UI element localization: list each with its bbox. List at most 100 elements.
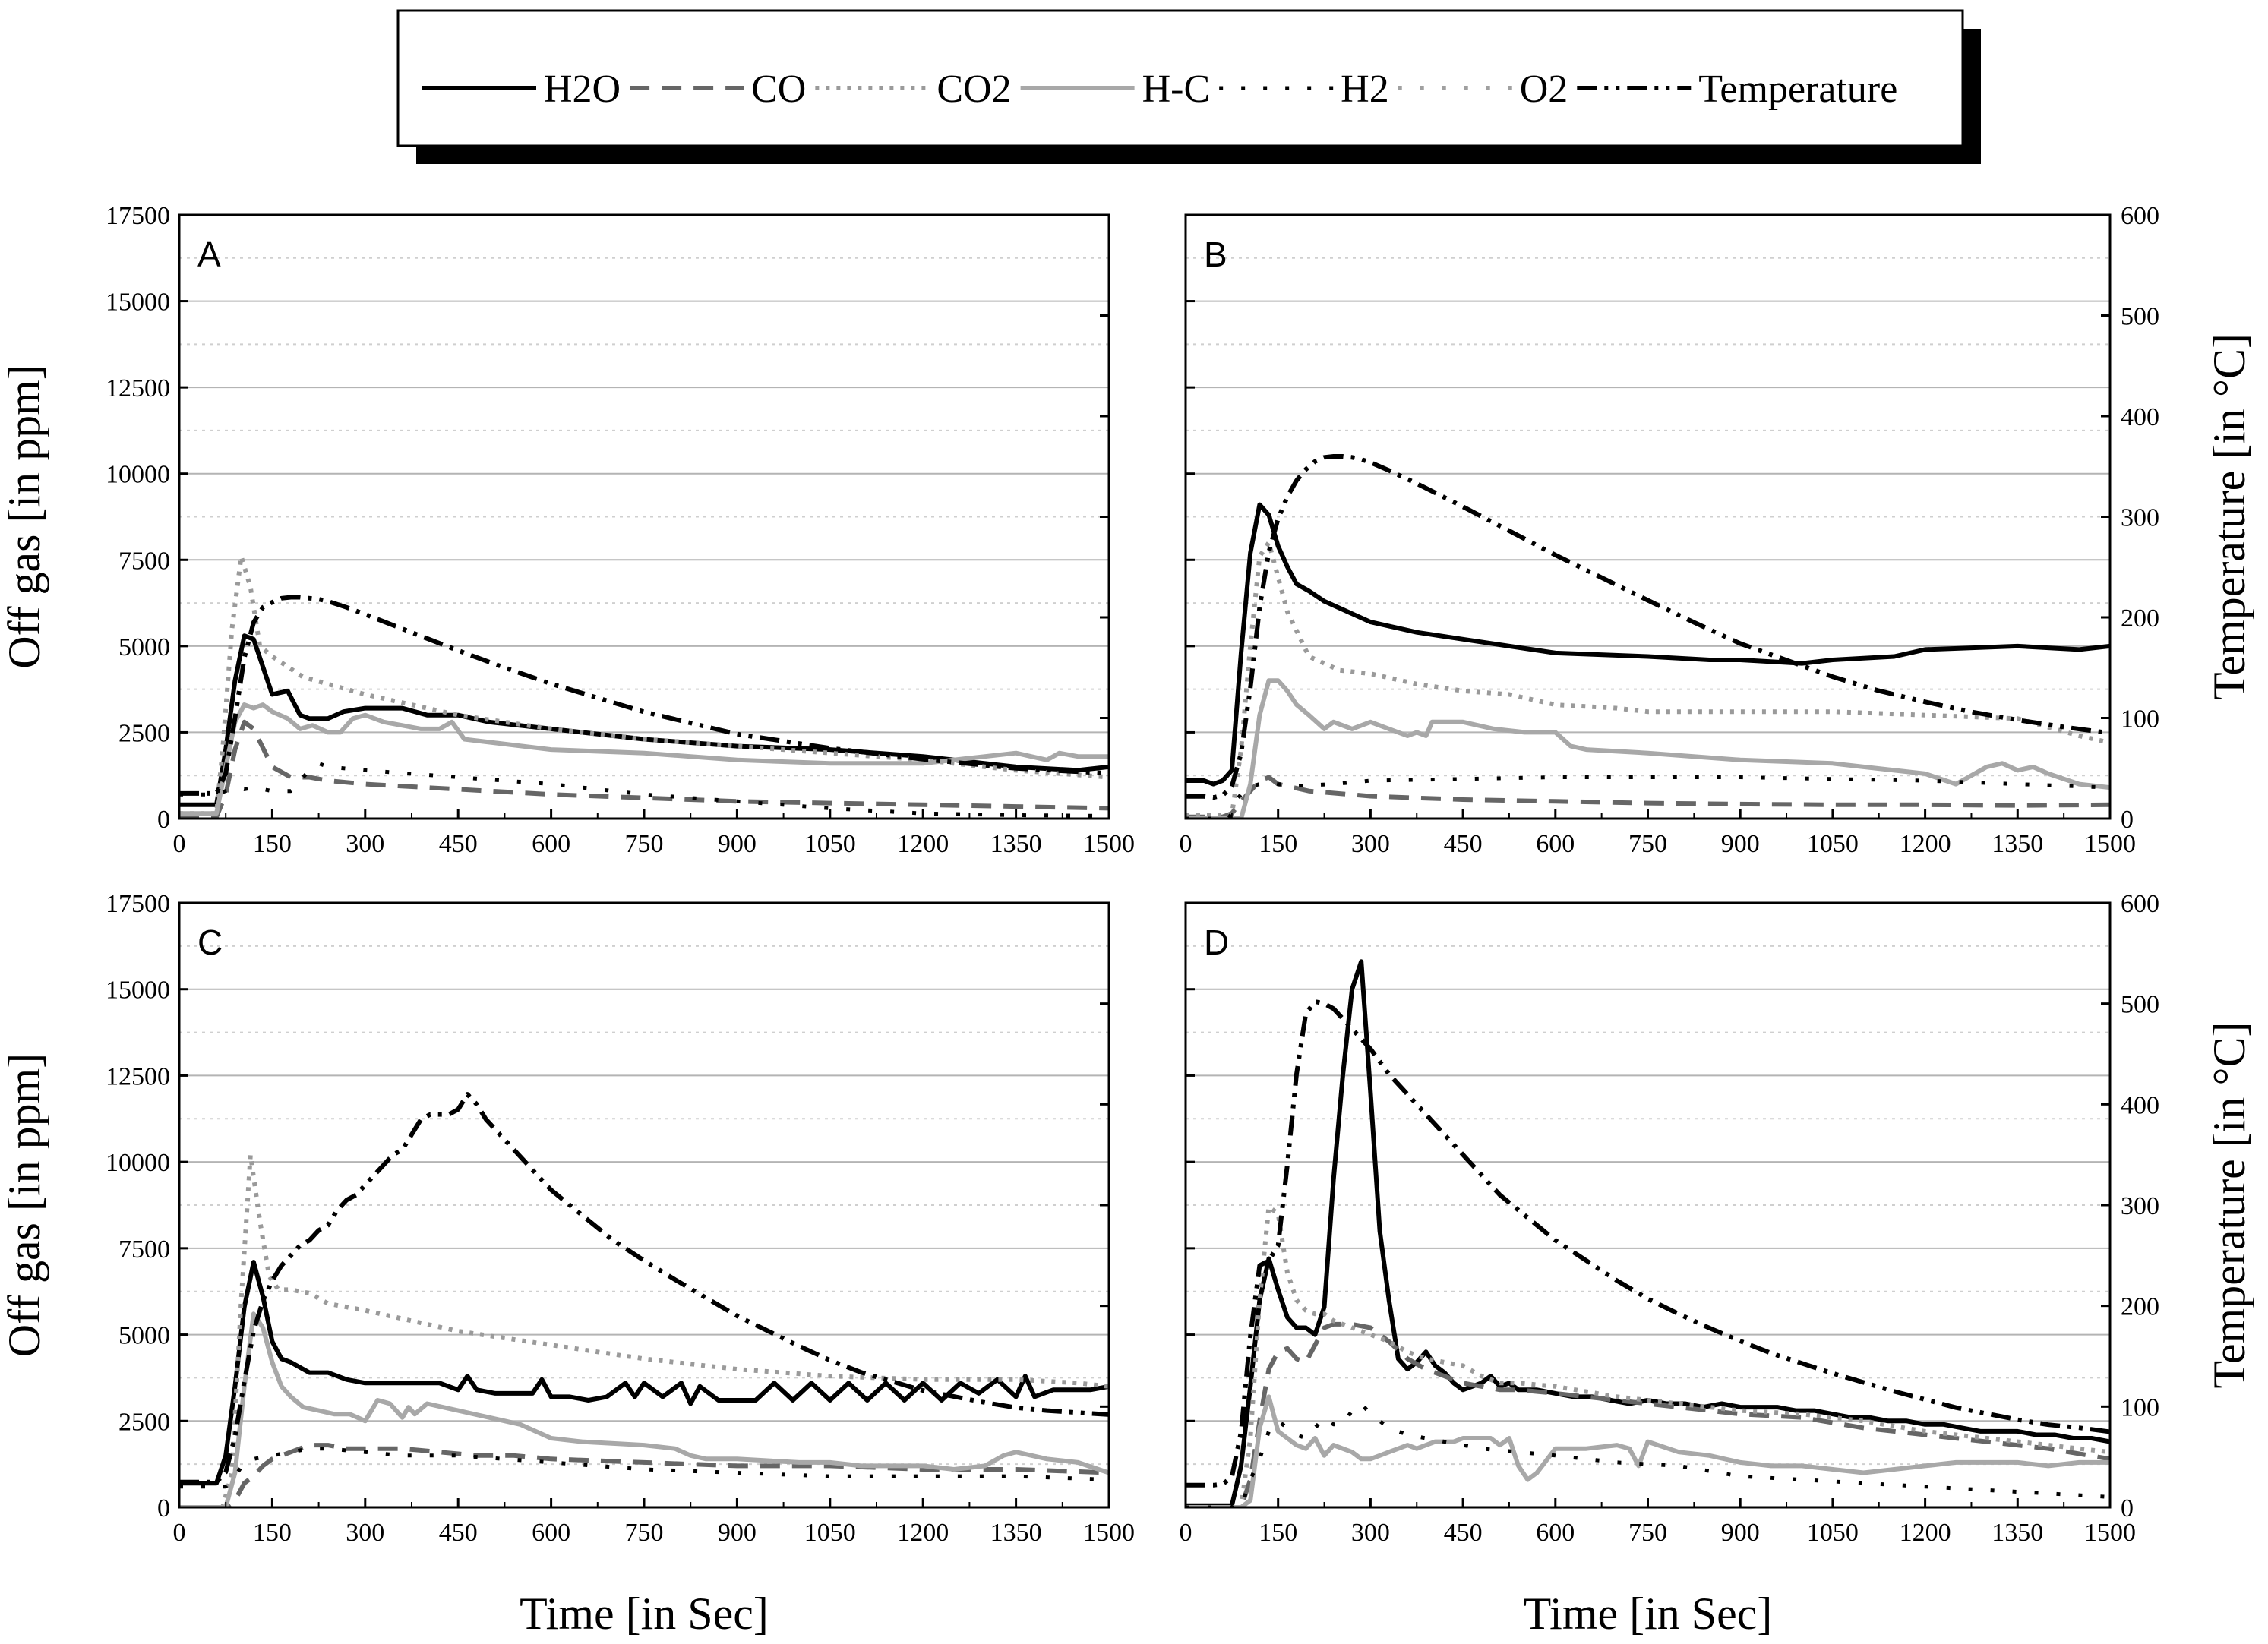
series-h2o-line — [1186, 502, 2110, 787]
series-h2o-line — [1186, 959, 2110, 1507]
x-tick-label: 600 — [1536, 1519, 1575, 1547]
gridlines — [1186, 257, 2110, 777]
x-tick-label: 0 — [1180, 830, 1192, 858]
y-tick-label: 7500 — [118, 547, 170, 575]
x-tick-label: 300 — [346, 1519, 384, 1547]
x-tick-label: 1200 — [1900, 830, 1951, 858]
series-h2o-line — [179, 633, 1109, 807]
legend-item-h-c: H-C — [1020, 68, 1211, 111]
y-tick-label: 2500 — [118, 1408, 170, 1436]
x-tick-label: 1050 — [1807, 1519, 1859, 1547]
series-co2-line — [1186, 540, 2110, 818]
x-tick-label: 600 — [532, 1519, 570, 1547]
y-axis: 0 2500 5000 7500 10000 12500 15000 17500 — [106, 202, 188, 834]
y2-tick-label: 200 — [2121, 1293, 2159, 1321]
series-h-c-line — [1186, 1394, 2110, 1507]
legend-label-temperature: Temperature — [1698, 68, 1897, 111]
x-tick-label: 1500 — [2084, 830, 2136, 858]
panel-letter: A — [197, 235, 221, 274]
y-axis — [1186, 213, 1195, 820]
legend: H2O CO CO2 H-C H2 O2 Temperature — [396, 9, 1981, 164]
x-tick-label: 1500 — [1083, 1519, 1135, 1547]
y2-tick-label: 200 — [2121, 604, 2159, 633]
series-h2-line — [179, 761, 1109, 818]
y2-tick-label: 400 — [2121, 403, 2159, 431]
x-tick-label: 1050 — [804, 1519, 856, 1547]
x-tick-label: 0 — [173, 1519, 186, 1547]
y-axis — [1186, 901, 1195, 1509]
x-tick-label: 900 — [1721, 830, 1760, 858]
x-tick-label: 600 — [1536, 830, 1575, 858]
x-axis: 0 150 300 450 600 750 900 1050 1200 1350 1500 — [1180, 809, 2136, 858]
y-tick-label: 0 — [157, 806, 170, 834]
series-group — [179, 554, 1109, 819]
y2-axis-title: Temperature [in °C] — [2204, 1022, 2254, 1389]
series-co2-line — [179, 1153, 1109, 1507]
legend-item-co2: CO2 — [815, 68, 1012, 111]
series-co-line — [1186, 1321, 2110, 1507]
x-tick-label: 450 — [439, 1519, 478, 1547]
y2-tick-label: 300 — [2121, 504, 2159, 532]
panel-letter: C — [197, 923, 223, 962]
series-h2-line — [179, 1447, 1109, 1489]
series-h2o-line — [179, 1260, 1109, 1486]
y2-tick-label: 500 — [2121, 991, 2159, 1019]
y-tick-label: 17500 — [106, 202, 170, 230]
panel-letter: B — [1204, 235, 1227, 274]
legend-label-co2: CO2 — [937, 68, 1011, 111]
series-temperature-line — [179, 595, 1109, 796]
y-tick-label: 5000 — [118, 1322, 170, 1350]
x-axis-title: Time [in Sec] — [520, 1589, 769, 1639]
legend-item-co: CO — [630, 68, 806, 111]
series-co-line — [179, 719, 1109, 819]
panel-c: 0 150 300 450 600 750 900 1050 1200 1350 150002500… — [0, 890, 1135, 1639]
x-tick-label: 150 — [1259, 830, 1297, 858]
x-tick-label: 1500 — [2084, 1519, 2136, 1547]
series-co-line — [1186, 775, 2110, 819]
y2-tick-label: 300 — [2121, 1192, 2159, 1220]
series-co2-line — [1186, 1204, 2110, 1507]
y-axis-title: Off gas [in ppm] — [0, 364, 49, 669]
gridlines — [1186, 945, 2110, 1466]
legend-item-h2o: H2O — [422, 68, 621, 111]
y-tick-label: 15000 — [106, 977, 170, 1005]
y-axis: 0 2500 5000 7500 10000 12500 15000 17500 — [106, 890, 188, 1523]
series-group — [179, 1092, 1109, 1507]
panel-d: 0 150 300 450 600 750 900 1050 1200 1350 150001002… — [1180, 890, 2255, 1639]
x-tick-label: 300 — [1351, 1519, 1390, 1547]
x-tick-label: 750 — [625, 1519, 664, 1547]
x-axis: 0 150 300 450 600 750 900 1050 1200 1350 1500 — [173, 809, 1135, 858]
x-tick-label: 1350 — [1992, 830, 2043, 858]
y-tick-label: 10000 — [106, 1149, 170, 1177]
legend-box — [396, 9, 1964, 147]
y2-axis: 0 100 200 300 400 500 600 — [2101, 890, 2159, 1523]
legend-label-h-c: H-C — [1142, 68, 1211, 111]
legend-item-h2: H2 — [1219, 68, 1389, 111]
legend-label-o2: O2 — [1520, 68, 1568, 111]
x-tick-label: 300 — [346, 830, 384, 858]
series-temperature-line — [179, 1092, 1109, 1485]
x-tick-label: 900 — [1721, 1519, 1760, 1547]
x-tick-label: 150 — [253, 1519, 292, 1547]
panel-b: 0 150 300 450 600 750 900 1050 1200 1350 150001002… — [1180, 202, 2255, 858]
x-tick-label: 1050 — [804, 830, 856, 858]
x-tick-label: 750 — [625, 830, 664, 858]
panel-a: 0 150 300 450 600 750 900 1050 1200 1350 150002500… — [0, 202, 1135, 858]
x-tick-label: 1200 — [897, 830, 949, 858]
gridlines — [179, 945, 1109, 1466]
y2-tick-label: 600 — [2121, 202, 2159, 230]
x-tick-label: 300 — [1351, 830, 1390, 858]
x-tick-label: 150 — [1259, 1519, 1297, 1547]
panel-letter: D — [1204, 923, 1229, 962]
x-tick-label: 450 — [439, 830, 478, 858]
x-tick-label: 450 — [1444, 1519, 1483, 1547]
x-tick-label: 1200 — [1900, 1519, 1951, 1547]
x-tick-label: 450 — [1444, 830, 1483, 858]
legend-label-h2o: H2O — [544, 68, 621, 111]
y-tick-label: 0 — [157, 1494, 170, 1523]
x-tick-label: 150 — [253, 830, 292, 858]
series-h-c-line — [179, 702, 1109, 816]
y2-tick-label: 0 — [2121, 1494, 2134, 1523]
y2-tick-label: 600 — [2121, 890, 2159, 918]
